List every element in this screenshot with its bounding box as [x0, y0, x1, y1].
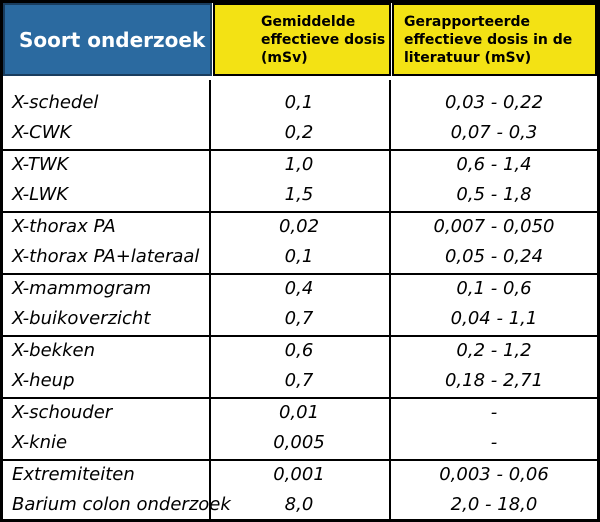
header-text: Gerapporteerde effectieve dosis in de li…: [404, 13, 573, 66]
row-label: X-CWK: [12, 122, 72, 143]
range-cell: 0,007 - 0,050: [433, 216, 555, 237]
group-divider: [3, 459, 597, 461]
row-label: Extremiteiten: [12, 464, 135, 485]
range-cell: 0,18 - 2,71: [444, 370, 544, 391]
range-cell: 0,2 - 1,2: [456, 340, 532, 361]
header-cell: Gemiddelde effectieve dosis (mSv): [213, 3, 391, 76]
dose-cell: 0,7: [284, 308, 314, 329]
range-cell: 2,0 - 18,0: [450, 494, 538, 515]
header-text: Soort onderzoek: [19, 27, 206, 52]
row-label: X-schouder: [12, 402, 113, 423]
range-cell: 0,6 - 1,4: [456, 154, 532, 175]
row-label: X-thorax PA+lateraal: [12, 246, 200, 267]
row-label: X-heup: [12, 370, 75, 391]
dose-cell: 1,5: [284, 184, 314, 205]
row-label: X-bekken: [12, 340, 96, 361]
row-label: X-mammogram: [12, 278, 152, 299]
range-cell: 0,1 - 0,6: [456, 278, 532, 299]
range-cell: 0,003 - 0,06: [439, 464, 549, 485]
dose-cell: 0,1: [284, 246, 314, 267]
dose-cell: 0,7: [284, 370, 314, 391]
dose-cell: 0,2: [284, 122, 314, 143]
dose-cell: 0,01: [278, 402, 320, 423]
dose-cell: 1,0: [284, 154, 314, 175]
range-cell: 0,07 - 0,3: [450, 122, 538, 143]
range-cell: -: [490, 432, 498, 453]
group-divider: [3, 335, 597, 337]
column-divider: [389, 80, 391, 519]
row-label: X-buikoverzicht: [12, 308, 151, 329]
row-label: X-schedel: [12, 92, 99, 113]
column-divider: [209, 80, 211, 519]
dose-cell: 0,02: [278, 216, 320, 237]
header-cell: Gerapporteerde effectieve dosis in de li…: [392, 3, 597, 76]
range-cell: 0,05 - 0,24: [444, 246, 544, 267]
group-divider: [3, 149, 597, 151]
dose-cell: 0,005: [273, 432, 325, 453]
row-label: X-LWK: [12, 184, 69, 205]
header-cell: Soort onderzoek: [3, 3, 212, 76]
row-label: X-knie: [12, 432, 68, 453]
dose-cell: 0,001: [273, 464, 325, 485]
group-divider: [3, 273, 597, 275]
dose-cell: 8,0: [284, 494, 314, 515]
group-divider: [3, 397, 597, 399]
dose-cell: 0,6: [284, 340, 314, 361]
range-cell: 0,03 - 0,22: [444, 92, 544, 113]
dose-cell: 0,1: [284, 92, 314, 113]
row-label: Barium colon onderzoek: [12, 494, 231, 515]
range-cell: -: [490, 402, 498, 423]
dose-cell: 0,4: [284, 278, 314, 299]
header-text: Gemiddelde effectieve dosis (mSv): [261, 13, 386, 66]
row-label: X-thorax PA: [12, 216, 116, 237]
range-cell: 0,04 - 1,1: [450, 308, 538, 329]
range-cell: 0,5 - 1,8: [456, 184, 532, 205]
group-divider: [3, 211, 597, 213]
row-label: X-TWK: [12, 154, 69, 175]
